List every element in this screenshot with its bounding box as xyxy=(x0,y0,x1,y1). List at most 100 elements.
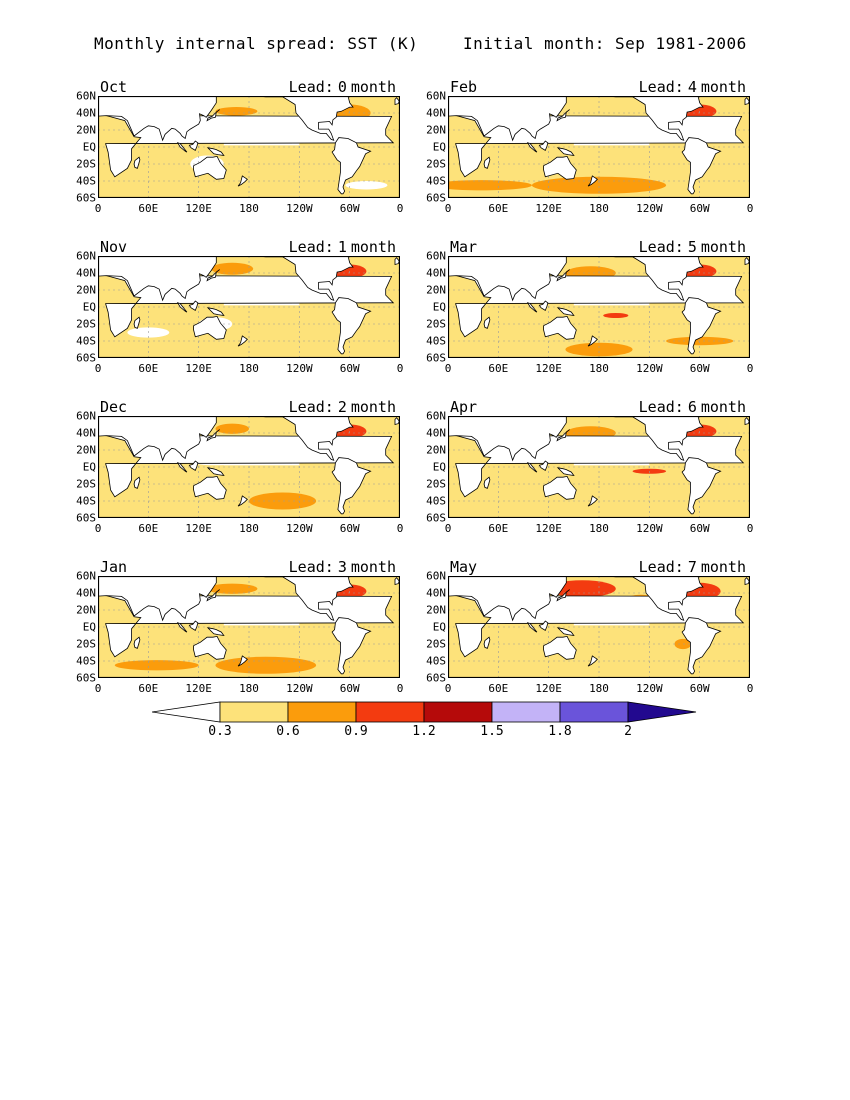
colorbar-swatch xyxy=(287,701,357,723)
x-tick-label: 60E xyxy=(138,522,159,535)
land-newGuinea xyxy=(556,147,575,157)
lead-value: 4 xyxy=(687,78,697,96)
land-northAmerica xyxy=(607,576,704,621)
land-borneo xyxy=(538,300,549,311)
x-tick-label: 60W xyxy=(339,202,360,215)
sst-spread-map xyxy=(98,576,400,678)
colorbar-label: 0.6 xyxy=(276,724,300,739)
land-japan xyxy=(206,589,220,602)
x-tick-label: 120W xyxy=(286,682,313,695)
x-tick-label: 120E xyxy=(185,682,212,695)
land-australia xyxy=(543,475,577,500)
x-tick-label: 0 xyxy=(444,202,452,215)
x-tick-label: 120W xyxy=(286,202,313,215)
lead-unit: month xyxy=(700,78,746,96)
lead-unit: month xyxy=(700,398,746,416)
high-spread-region xyxy=(215,107,258,116)
x-tick-label: 0 xyxy=(94,682,102,695)
high-spread-region xyxy=(448,180,532,191)
land-northAmerica xyxy=(257,96,354,141)
lead-value: 2 xyxy=(337,398,347,416)
land-northAmerica xyxy=(607,96,704,141)
lead-value: 5 xyxy=(687,238,697,256)
land-sumatra xyxy=(176,142,188,153)
x-tick-label: 60E xyxy=(488,362,509,375)
land-northAmerica xyxy=(257,416,354,461)
map-frame xyxy=(98,256,400,358)
high-spread-region xyxy=(114,660,199,671)
land-newZealand xyxy=(587,335,598,347)
lead-unit: month xyxy=(350,558,396,576)
colorbar-label: 1.2 xyxy=(412,724,436,739)
land-sumatra xyxy=(526,142,538,153)
x-tick-label: 60E xyxy=(138,362,159,375)
y-tick-label: 20N xyxy=(76,443,96,457)
map-panel: Jan Lead: 3 month 60N 40N 20N EQ 20S 40S 60S 0 60E 12… xyxy=(76,558,403,695)
x-tick-label: 180 xyxy=(589,522,609,535)
land-madagascar xyxy=(483,636,491,649)
land-japan xyxy=(556,429,570,442)
x-tick-label: 120E xyxy=(535,682,562,695)
high-spread-region xyxy=(211,262,254,275)
x-tick-label: 60W xyxy=(689,362,710,375)
y-tick-label: 60N xyxy=(426,569,446,583)
land-newGuinea xyxy=(556,627,575,637)
x-tick-label: 60E xyxy=(488,522,509,535)
y-tick-label: 40N xyxy=(76,586,96,600)
x-tick-label: 60E xyxy=(138,682,159,695)
land-southAmerica xyxy=(681,297,722,355)
x-tick-label: 0 xyxy=(444,522,452,535)
map-frame xyxy=(448,256,750,358)
high-spread-region xyxy=(531,176,667,194)
land-madagascar xyxy=(133,316,141,329)
panel-month-label: Jan xyxy=(100,558,128,576)
map-panel: Oct Lead: 0 month 60N 40N 20N EQ 20S 40S 60S 0 60E 12… xyxy=(76,78,403,215)
x-tick-label: 60W xyxy=(689,522,710,535)
land-northAmerica xyxy=(257,576,354,621)
y-tick-label: EQ xyxy=(432,300,446,314)
land-australia xyxy=(193,315,227,340)
sst-spread-map xyxy=(448,96,750,198)
y-tick-label: 60N xyxy=(76,89,96,103)
x-tick-label: 0 xyxy=(396,202,404,215)
land-newGuinea xyxy=(206,307,225,317)
panel-lead-label: Lead: 3 month xyxy=(289,558,400,576)
land-newZealand xyxy=(237,655,248,667)
land-uk xyxy=(744,577,750,586)
land-borneo xyxy=(188,460,199,471)
y-tick-label: 20S xyxy=(426,157,446,171)
x-tick-label: 180 xyxy=(239,362,259,375)
y-tick-label: 60S xyxy=(426,671,446,685)
land-sumatra xyxy=(176,462,188,473)
land-madagascar xyxy=(483,476,491,489)
colorbar-label: 2 xyxy=(624,724,632,739)
y-tick-label: 20N xyxy=(426,123,446,137)
x-tick-label: 120E xyxy=(185,362,212,375)
land-borneo xyxy=(538,140,549,151)
land-borneo xyxy=(188,140,199,151)
panel-lead-label: Lead: 6 month xyxy=(639,398,750,416)
y-tick-label: 40S xyxy=(426,654,446,668)
y-tick-label: 20S xyxy=(76,157,96,171)
map-plot xyxy=(448,416,750,518)
y-tick-label: 20S xyxy=(76,477,96,491)
panel-month-label: Apr xyxy=(450,398,478,416)
land-newGuinea xyxy=(206,627,225,637)
land-australia xyxy=(193,635,227,660)
x-tick-label: 60W xyxy=(689,682,710,695)
land-eurasia xyxy=(448,96,567,142)
x-tick-label: 120W xyxy=(286,362,313,375)
y-tick-label: 20N xyxy=(76,283,96,297)
y-tick-label: 60S xyxy=(76,671,96,685)
panel-lead-label: Lead: 5 month xyxy=(639,238,750,256)
low-spread-region xyxy=(345,181,388,190)
colorbar-label: 0.3 xyxy=(208,724,232,739)
y-tick-label: EQ xyxy=(82,300,96,314)
land-japan xyxy=(556,589,570,602)
y-tick-label: 60S xyxy=(426,511,446,525)
land-eurasia xyxy=(448,416,567,462)
high-spread-region xyxy=(603,312,629,319)
land-newZealand xyxy=(237,495,248,507)
map-plot xyxy=(98,96,400,198)
y-tick-label: 20N xyxy=(76,123,96,137)
